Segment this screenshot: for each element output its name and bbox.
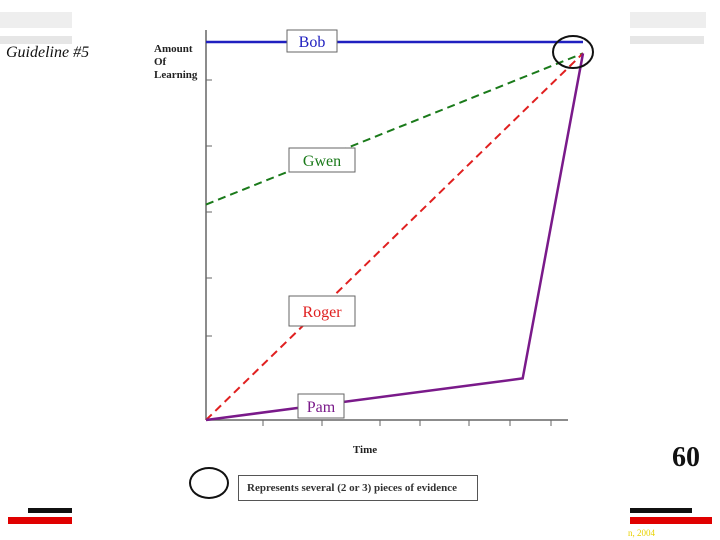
page-number: 60 [672, 442, 700, 473]
pam-label-box [297, 393, 345, 419]
legend-text: Represents several (2 or 3) pieces of ev… [247, 482, 458, 494]
gwen-label-box [288, 147, 356, 173]
slide-title: Guideline #5 [6, 44, 90, 61]
gwen-line [205, 52, 584, 206]
roger-label: Roger [302, 304, 342, 321]
top-right-gray-bar [630, 12, 706, 28]
gwen-label: Gwen [303, 153, 341, 170]
bottom-right-red-bar [630, 517, 712, 524]
y-axis-label-line-2: Learning [154, 69, 198, 81]
bottom-right-black-bar [630, 508, 692, 513]
y-axis-label-line-0: Amount [154, 43, 193, 55]
top-left-gray-bar-2 [0, 36, 72, 44]
legend-evidence-circle [189, 467, 229, 499]
x-axis-label: Time [353, 444, 377, 456]
evidence-circle [552, 35, 594, 69]
bob-label: Bob [299, 34, 326, 51]
chart-axes [205, 30, 568, 426]
footer-text: n, 2004 [628, 528, 655, 538]
roger-line [205, 52, 584, 421]
pam-label: Pam [307, 399, 336, 416]
series-lines [205, 40, 585, 422]
series-labels: Bob Gwen Roger Pam [286, 29, 356, 419]
y-axis-label-line-1: Of [154, 56, 167, 68]
bob-label-box [286, 29, 338, 53]
roger-label-box [288, 295, 356, 327]
top-right-gray-bar-2 [630, 36, 704, 44]
bottom-left-black-bar [28, 508, 72, 513]
top-left-gray-bar [0, 12, 72, 28]
legend-box [238, 475, 478, 501]
bottom-left-red-bar [8, 517, 72, 524]
